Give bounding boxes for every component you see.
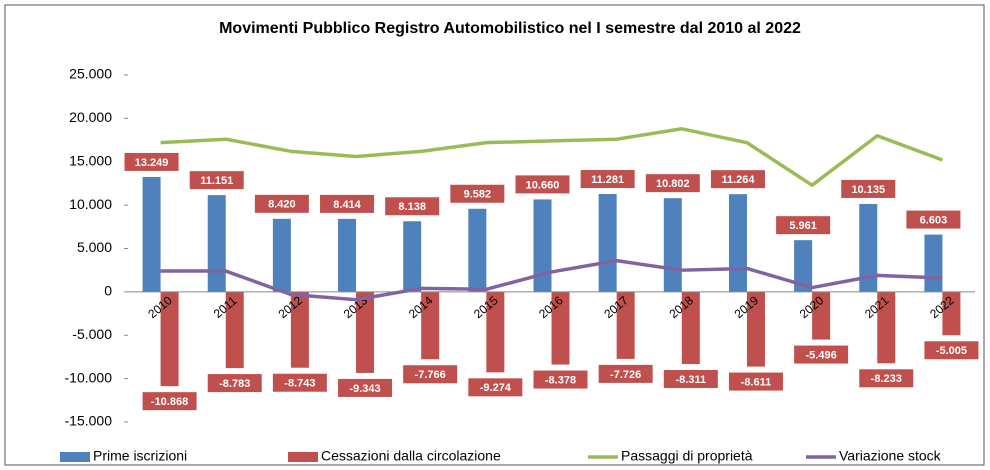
value-label: 11.151: [200, 175, 233, 187]
bar: [468, 208, 487, 292]
line: [160, 258, 943, 302]
bar: [421, 291, 440, 360]
value-label: 5.961: [789, 220, 817, 232]
bar: [812, 291, 831, 340]
value-label-box: [320, 194, 375, 213]
value-label-box: [189, 171, 244, 190]
value-label: 8.138: [398, 201, 426, 213]
bar: [663, 198, 682, 292]
value-label-box: [841, 179, 896, 198]
value-label: 9.582: [464, 189, 492, 201]
value-label-box: [645, 174, 700, 193]
value-label-box: [450, 184, 505, 203]
bar: [142, 176, 161, 292]
bar: [551, 291, 570, 365]
value-label-box: [728, 372, 783, 391]
y-tick-label: 5.000: [77, 239, 112, 255]
value-label: -9.274: [480, 382, 512, 394]
bar: [728, 194, 747, 292]
value-label-box: [710, 170, 765, 189]
value-label-box: [403, 365, 458, 384]
value-label-box: [924, 341, 979, 360]
value-label-box: [598, 364, 653, 383]
value-label: 8.414: [333, 199, 361, 211]
value-label: -8.743: [284, 378, 315, 390]
bar: [486, 291, 505, 373]
legend-swatch: [288, 452, 318, 462]
value-label-box: [385, 197, 440, 216]
value-label-box: [794, 345, 849, 364]
bar: [924, 234, 943, 292]
value-label-box: [338, 378, 393, 397]
bar: [877, 291, 896, 364]
bar: [942, 291, 961, 336]
value-label-box: [859, 369, 914, 388]
line: [160, 127, 944, 187]
value-label: -8.233: [871, 373, 902, 385]
value-label: 6.603: [920, 215, 948, 227]
value-label: 10.660: [526, 179, 560, 191]
y-tick-label: -5.000: [72, 326, 112, 342]
legend-label: Prime iscrizioni: [93, 448, 187, 464]
bar: [356, 291, 375, 373]
bar: [272, 218, 291, 292]
value-label: -7.766: [415, 369, 446, 381]
value-label: -8.378: [545, 374, 576, 386]
value-label-box: [663, 369, 718, 388]
y-tick-label: 0: [104, 283, 112, 299]
value-label: -8.611: [741, 376, 772, 388]
value-label: 10.802: [656, 178, 690, 190]
value-label-box: [580, 170, 635, 189]
value-label-box: [776, 216, 831, 235]
value-label: -5.496: [806, 349, 837, 361]
y-tick-label: -15.000: [65, 413, 113, 429]
value-label: 10.135: [851, 184, 885, 196]
chart-title: Movimenti Pubblico Registro Automobilist…: [219, 20, 801, 37]
value-label-box: [124, 152, 179, 171]
value-label: -5.005: [936, 345, 967, 357]
y-tick-label: 10.000: [69, 196, 112, 212]
bar: [746, 291, 765, 367]
value-label-box: [468, 378, 523, 397]
bar: [681, 291, 700, 364]
value-label: 11.281: [591, 174, 624, 186]
value-label-box: [254, 194, 309, 213]
value-label: -8.311: [676, 374, 707, 386]
bar: [160, 291, 179, 387]
y-tick-label: 15.000: [69, 152, 112, 168]
value-label-box: [272, 373, 327, 392]
bar: [859, 203, 878, 292]
y-tick-label: -10.000: [65, 369, 113, 385]
value-label-box: [515, 175, 570, 194]
legend-label: Variazione stock: [839, 448, 942, 464]
bar: [533, 199, 552, 292]
legend-label: Passaggi di proprietà: [621, 448, 753, 464]
value-label: -9.343: [349, 383, 380, 395]
value-label: -7.726: [610, 369, 641, 381]
value-label-box: [207, 374, 262, 393]
value-label: -10.868: [151, 396, 188, 408]
legend-label: Cessazioni dalla circolazione: [321, 448, 501, 464]
bar: [403, 221, 422, 292]
value-label: -8.783: [219, 378, 250, 390]
value-label: 13.249: [135, 157, 169, 169]
y-tick-label: 20.000: [69, 109, 112, 125]
bar: [225, 291, 244, 369]
bar: [616, 291, 635, 359]
bar: [207, 195, 226, 292]
bar: [598, 194, 617, 292]
bar: [338, 218, 357, 292]
value-label-box: [906, 210, 961, 229]
value-label: 8.420: [268, 199, 296, 211]
bar: [290, 291, 309, 368]
bar: [794, 240, 813, 292]
legend-swatch: [60, 452, 90, 462]
y-tick-label: 25.000: [69, 66, 112, 82]
value-label-box: [533, 370, 588, 389]
value-label: 11.264: [721, 174, 755, 186]
value-label-box: [142, 392, 197, 411]
